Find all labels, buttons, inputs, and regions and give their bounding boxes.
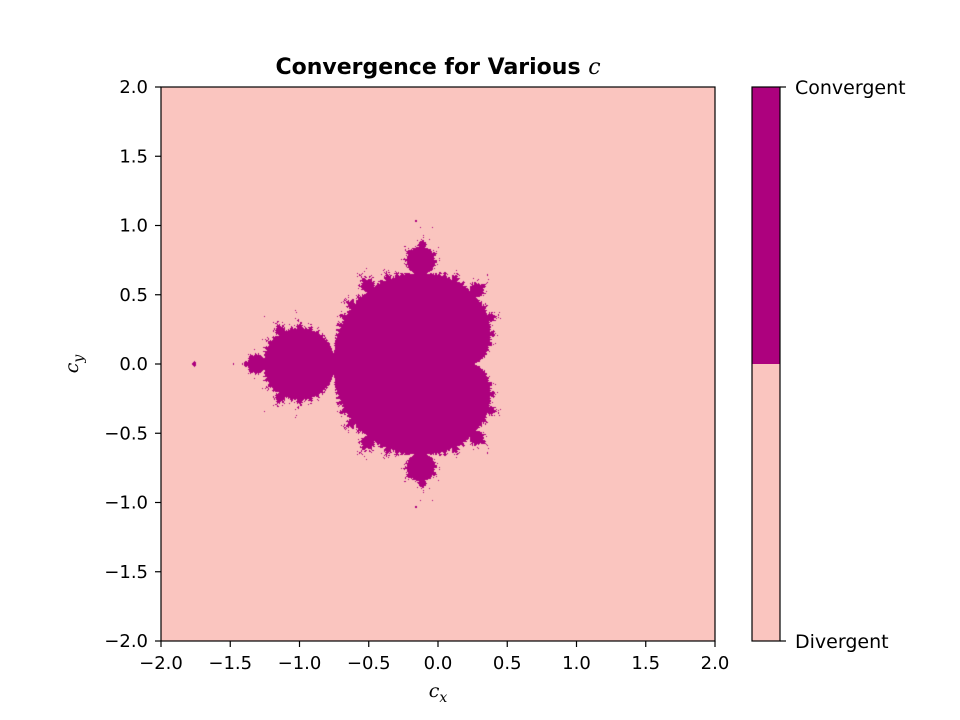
colorbar-label-convergent: Convergent [795,77,906,99]
colorbar-frame [751,86,781,642]
y-tick-label: −0.5 [104,423,148,444]
y-tick-label: 2.0 [119,77,148,98]
y-axis-label: cy [61,354,87,374]
colorbar-divergent-swatch [752,364,780,641]
x-tick-label: 0.5 [493,653,522,674]
chart-title: Convergence for Various c [275,55,600,80]
colorbar-convergent-swatch [752,87,780,364]
x-tick-label: 2.0 [701,653,730,674]
x-tick-label: −0.5 [347,653,391,674]
plot-area [161,87,715,641]
x-tick-label: 1.0 [562,653,591,674]
y-tick-label: −1.0 [104,493,148,514]
y-tick-label: 0.5 [119,285,148,306]
x-tick-label: −1.0 [278,653,322,674]
x-tick-label: 1.5 [631,653,660,674]
y-axis: −2.0 −1.5 −1.0 −0.5 0.0 0.5 1.0 1.5 2.0 [104,77,161,652]
y-tick-label: −1.5 [104,562,148,583]
heatmap-raster [161,87,715,641]
y-tick-label: 1.5 [119,146,148,167]
x-axis: −2.0 −1.5 −1.0 −0.5 0.0 0.5 1.0 1.5 2.0 [139,641,729,674]
colorbar: Convergent Divergent [751,77,906,653]
colorbar-label-divergent: Divergent [795,631,889,653]
y-tick-label: 0.0 [119,354,148,375]
x-axis-label: cx [429,680,448,706]
x-tick-label: −2.0 [139,653,183,674]
y-tick-label: 1.0 [119,216,148,237]
y-tick-label: −2.0 [104,631,148,652]
x-tick-label: 0.0 [424,653,453,674]
x-tick-label: −1.5 [208,653,252,674]
